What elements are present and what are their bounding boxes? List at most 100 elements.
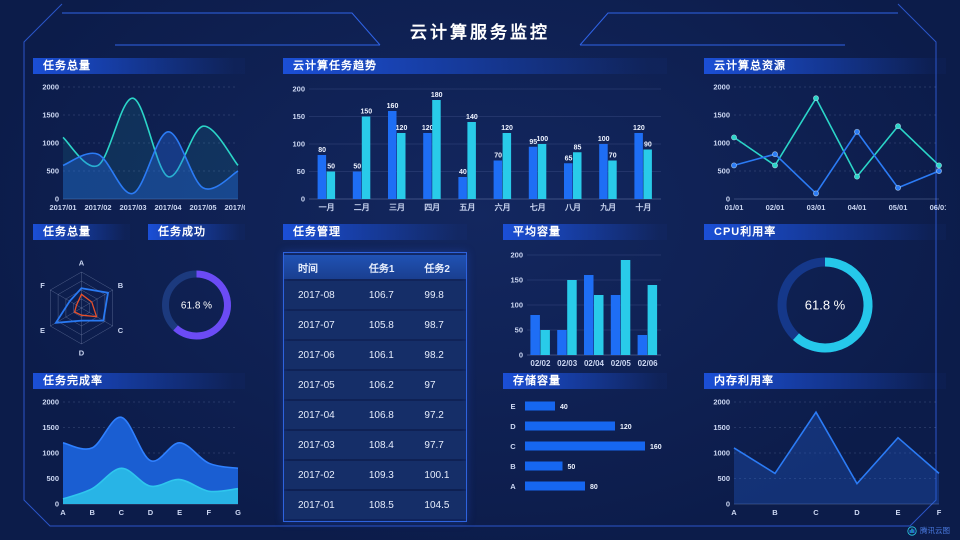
svg-text:二月: 二月 <box>354 203 370 212</box>
svg-text:100: 100 <box>598 136 610 143</box>
brand-logo: 腾讯云图 <box>907 525 950 536</box>
table-cell: 105.8 <box>354 311 411 339</box>
svg-text:140: 140 <box>466 114 478 121</box>
panel-title-cloud-task-trend: 云计算任务趋势 <box>283 58 667 74</box>
table-cell: 108.4 <box>354 431 411 459</box>
svg-text:C: C <box>119 508 125 517</box>
table-cell: 97.7 <box>410 431 466 459</box>
panel-cloud-task-trend: 云计算任务趋势 0 50 100 150 200 一月 二月 三月 四月 五月 六月 七月 八月 九月 十月… <box>283 58 667 214</box>
svg-text:一月: 一月 <box>319 203 335 212</box>
tencent-cloud-logo-icon <box>907 525 917 536</box>
svg-text:0: 0 <box>55 500 59 509</box>
svg-text:2017/05: 2017/05 <box>189 203 216 212</box>
table-cell: 2017-04 <box>284 401 355 429</box>
svg-text:2000: 2000 <box>42 398 59 407</box>
panel-memory: 内存利用率 0 500 1000 1500 2000 A B C D E F <box>704 373 946 519</box>
table-cell: 2017-02 <box>284 461 355 489</box>
svg-text:A: A <box>510 482 516 491</box>
svg-text:120: 120 <box>396 125 408 132</box>
panel-task-manage: 任务管理 时间 任务1 任务2 2017-08 106.7 99.8 2017-07 105… <box>283 224 467 522</box>
table-header-cell: 时间 <box>284 255 355 279</box>
svg-text:2017/06: 2017/06 <box>224 203 245 212</box>
table-cell: 98.7 <box>410 311 466 339</box>
svg-text:1000: 1000 <box>42 449 59 458</box>
task-success-gauge: 61.8 % <box>162 270 231 340</box>
svg-text:A: A <box>60 508 66 517</box>
svg-text:50: 50 <box>353 164 361 171</box>
svg-text:B: B <box>118 281 124 290</box>
table-cell: 2017-03 <box>284 431 355 459</box>
panel-title-cpu-usage: CPU利用率 <box>704 224 946 240</box>
svg-text:1000: 1000 <box>713 449 730 458</box>
svg-text:40: 40 <box>459 169 467 176</box>
svg-text:D: D <box>79 349 85 358</box>
svg-text:05/01: 05/01 <box>889 203 908 212</box>
table-row: 2017-07 105.8 98.7 <box>284 311 466 339</box>
svg-text:70: 70 <box>494 153 502 160</box>
panel-title-task-total-radar: 任务总量 <box>33 224 130 240</box>
svg-text:200: 200 <box>292 85 305 94</box>
svg-text:01/01: 01/01 <box>725 203 744 212</box>
avg-capacity-chart: 0 50 100 150 200 02/02 02/03 02/04 02/05 02/06 <box>510 251 661 368</box>
svg-text:200: 200 <box>510 251 523 260</box>
svg-text:02/06: 02/06 <box>638 359 659 368</box>
panel-storage: 存储容量 E 40 D 120 C 160 B 50 A 80 <box>503 373 667 517</box>
panel-task-complete: 任务完成率 0 500 1000 1500 2000 A B C D E F G <box>33 373 245 519</box>
table-row: 2017-06 106.1 98.2 <box>284 341 466 369</box>
panel-task-success: 任务成功 61.8 % <box>148 224 245 370</box>
table-cell: 106.8 <box>354 401 411 429</box>
panel-title-avg-capacity: 平均容量 <box>503 224 667 240</box>
svg-text:02/05: 02/05 <box>611 359 632 368</box>
table-cell: 2017-06 <box>284 341 355 369</box>
svg-text:61.8 %: 61.8 % <box>181 301 212 312</box>
table-cell: 2017-05 <box>284 371 355 399</box>
table-cell: 2017-07 <box>284 311 355 339</box>
table-row: 2017-02 109.3 100.1 <box>284 461 466 489</box>
svg-text:500: 500 <box>46 167 59 176</box>
svg-text:500: 500 <box>46 474 59 483</box>
svg-text:1000: 1000 <box>713 139 730 148</box>
svg-text:50: 50 <box>327 164 335 171</box>
panel-title-task-total-line: 任务总量 <box>33 58 245 74</box>
svg-text:03/01: 03/01 <box>807 203 826 212</box>
svg-text:160: 160 <box>650 444 662 451</box>
table-cell: 109.3 <box>354 461 411 489</box>
svg-text:E: E <box>895 508 900 517</box>
table-cell: 98.2 <box>410 341 466 369</box>
svg-text:0: 0 <box>301 195 305 204</box>
table-cell: 106.2 <box>354 371 411 399</box>
svg-text:120: 120 <box>633 125 645 132</box>
storage-chart: E 40 D 120 C 160 B 50 A 80 <box>510 401 662 491</box>
task-table-header-row: 时间 任务1 任务2 <box>284 255 466 279</box>
svg-text:2000: 2000 <box>713 83 730 92</box>
svg-text:F: F <box>937 508 942 517</box>
svg-text:十月: 十月 <box>635 202 651 212</box>
panel-title-storage: 存储容量 <box>503 373 667 389</box>
task-total-radar-chart: A B C D E F <box>40 259 124 358</box>
table-cell: 2017-08 <box>284 281 355 309</box>
svg-text:2000: 2000 <box>42 83 59 92</box>
svg-text:八月: 八月 <box>564 203 581 212</box>
panel-title-task-manage: 任务管理 <box>283 224 467 240</box>
svg-text:四月: 四月 <box>424 203 440 212</box>
svg-text:500: 500 <box>717 474 730 483</box>
panel-cloud-total-resource: 云计算总资源 0 500 1000 1500 2000 01/01 02/01 03/01 04… <box>704 58 946 214</box>
svg-text:1000: 1000 <box>42 139 59 148</box>
panel-task-total-radar: 任务总量 A B C D E F <box>33 224 130 370</box>
svg-text:G: G <box>235 508 241 517</box>
cloud-task-trend-chart: 0 50 100 150 200 一月 二月 三月 四月 五月 六月 七月 八月 九月 十月 80 50 160 1… <box>292 85 661 212</box>
svg-text:150: 150 <box>510 276 523 285</box>
svg-text:02/03: 02/03 <box>557 359 578 368</box>
svg-text:02/02: 02/02 <box>530 359 551 368</box>
svg-text:2000: 2000 <box>713 398 730 407</box>
task-complete-chart: 0 500 1000 1500 2000 A B C D E F G <box>42 398 241 518</box>
svg-text:85: 85 <box>574 144 582 151</box>
svg-text:02/01: 02/01 <box>766 203 785 212</box>
svg-text:02/04: 02/04 <box>584 359 605 368</box>
svg-text:2017/04: 2017/04 <box>154 203 182 212</box>
svg-text:六月: 六月 <box>495 202 511 212</box>
table-cell: 106.7 <box>354 281 411 309</box>
svg-text:04/01: 04/01 <box>848 203 867 212</box>
svg-text:A: A <box>731 508 737 517</box>
